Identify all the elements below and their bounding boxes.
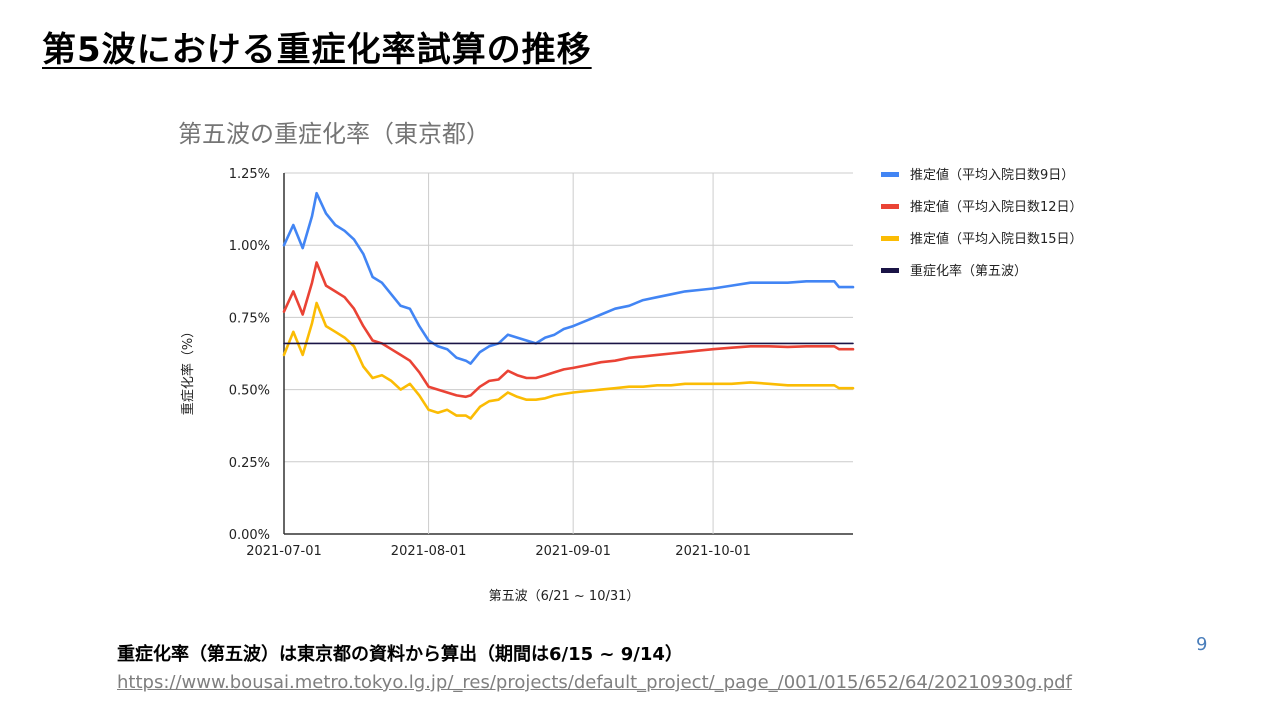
source-link[interactable]: https://www.bousai.metro.tokyo.lg.jp/_re… <box>117 672 1072 693</box>
x-tick-label: 2021-07-01 <box>246 544 322 559</box>
x-tick-label: 2021-09-01 <box>535 544 611 559</box>
y-tick-label: 0.75% <box>229 311 270 326</box>
chart-title: 第五波の重症化率（東京都） <box>178 120 490 148</box>
x-axis-tick-labels: 2021-07-01 2021-08-01 2021-09-01 2021-10-01 <box>246 544 751 559</box>
y-tick-label: 0.25% <box>229 456 270 471</box>
series-line-3 <box>282 301 855 420</box>
y-tick-label: 0.50% <box>229 384 270 399</box>
x-tick-label: 2021-10-01 <box>675 544 751 559</box>
gridlines <box>283 172 853 535</box>
source-note: 重症化率（第五波）は東京都の資料から算出（期間は6/15 ~ 9/14） <box>117 644 683 665</box>
legend-item-2: 推定値（平均入院日数12日） <box>881 199 1083 215</box>
legend-label: 重症化率（第五波） <box>910 263 1027 279</box>
y-axis-title: 重症化率（%） <box>180 325 196 415</box>
legend-swatch <box>881 172 899 177</box>
legend-swatch <box>881 236 899 241</box>
legend-swatch <box>881 268 899 273</box>
series-lines <box>282 191 855 420</box>
legend: 推定値（平均入院日数9日） 推定値（平均入院日数12日） 推定値（平均入院日数15日… <box>881 167 1083 279</box>
y-tick-label: 1.25% <box>229 167 270 182</box>
legend-swatch <box>881 204 899 209</box>
y-axis-tick-labels: 0.00% 0.25% 0.50% 0.75% 1.00% 1.25% <box>229 167 270 543</box>
slide-title: 第5波における重症化率試算の推移 <box>42 30 592 70</box>
page-number: 9 <box>1196 634 1208 655</box>
series-line-1 <box>282 191 855 365</box>
y-tick-label: 1.00% <box>229 239 270 254</box>
legend-item-3: 推定値（平均入院日数15日） <box>881 231 1083 247</box>
x-tick-label: 2021-08-01 <box>391 544 467 559</box>
x-axis-title: 第五波（6/21 ~ 10/31） <box>489 589 640 604</box>
legend-item-1: 推定値（平均入院日数9日） <box>881 167 1074 183</box>
line-chart: 第五波の重症化率（東京都） 0.00% 0.25% 0.50% 0.75% 1.00% 1… <box>178 120 1083 604</box>
legend-label: 推定値（平均入院日数9日） <box>910 167 1074 183</box>
y-tick-label: 0.00% <box>229 528 270 543</box>
legend-label: 推定値（平均入院日数15日） <box>910 231 1083 247</box>
legend-label: 推定値（平均入院日数12日） <box>910 199 1083 215</box>
series-line-2 <box>282 261 855 399</box>
legend-item-4: 重症化率（第五波） <box>881 263 1027 279</box>
